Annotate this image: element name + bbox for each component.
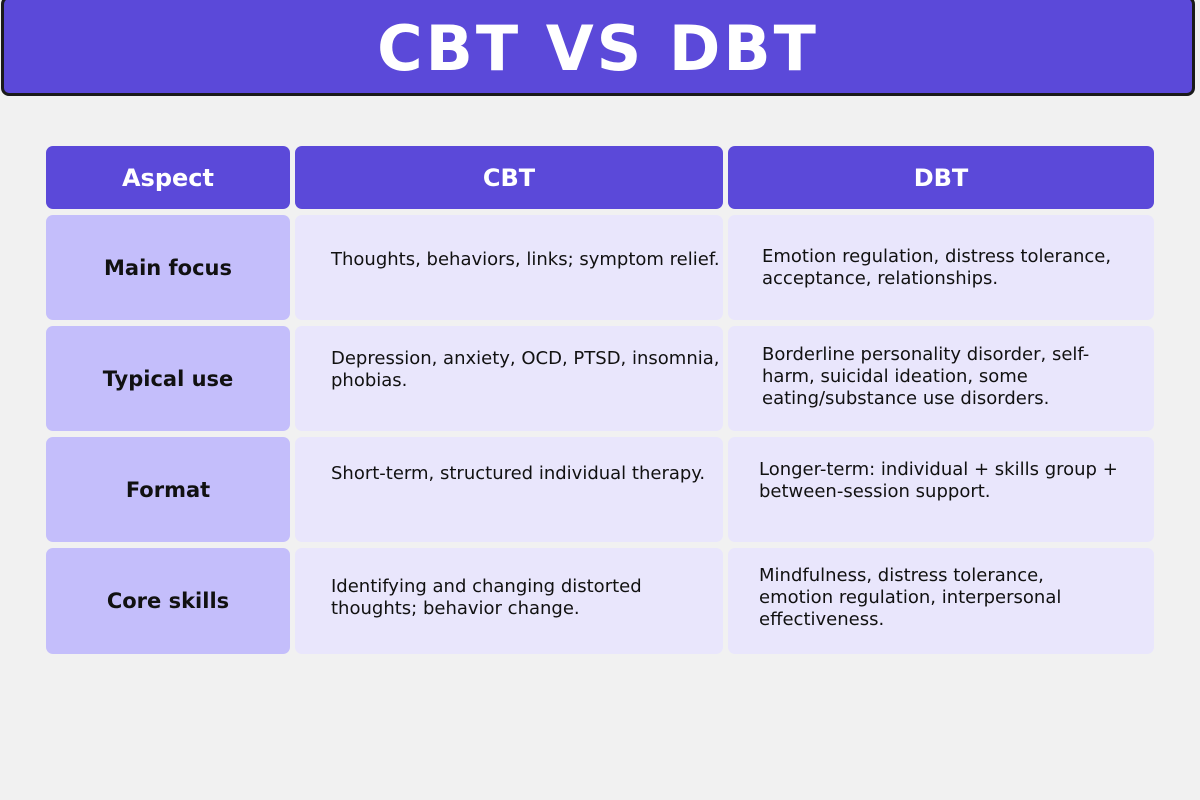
cell-text: Longer-term: individual + skills group +… (759, 459, 1118, 502)
page-title: CBT VS DBT (377, 11, 819, 85)
cell-dbt-main-focus: Emotion regulation, distress tolerance, … (728, 215, 1154, 320)
cell-cbt-format: Short-term, structured individual therap… (295, 437, 723, 542)
cell-cbt-typical-use: Depression, anxiety, OCD, PTSD, insomnia… (295, 326, 723, 431)
cell-text: Identifying and changing distorted thoug… (331, 576, 642, 619)
title-banner: CBT VS DBT (1, 0, 1195, 96)
row-aspect-format: Format (46, 437, 290, 542)
row-aspect-typical-use: Typical use (46, 326, 290, 431)
header-dbt: DBT (728, 146, 1154, 209)
cell-dbt-format: Longer-term: individual + skills group +… (728, 437, 1154, 542)
header-aspect: Aspect (46, 146, 290, 209)
cell-text: Depression, anxiety, OCD, PTSD, insomnia… (331, 348, 720, 391)
cell-cbt-core-skills: Identifying and changing distorted thoug… (295, 548, 723, 654)
cell-cbt-main-focus: Thoughts, behaviors, links; symptom reli… (295, 215, 723, 320)
cell-text: Mindfulness, distress tolerance, emotion… (759, 565, 1062, 630)
cell-text: Borderline personality disorder, self-ha… (762, 344, 1090, 409)
cell-text: Thoughts, behaviors, links; symptom reli… (331, 249, 720, 270)
cell-dbt-core-skills: Mindfulness, distress tolerance, emotion… (728, 548, 1154, 654)
cell-text: Emotion regulation, distress tolerance, … (762, 246, 1112, 289)
row-aspect-core-skills: Core skills (46, 548, 290, 654)
row-aspect-main-focus: Main focus (46, 215, 290, 320)
cell-dbt-typical-use: Borderline personality disorder, self-ha… (728, 326, 1154, 431)
header-cbt: CBT (295, 146, 723, 209)
cell-text: Short-term, structured individual therap… (331, 463, 706, 484)
